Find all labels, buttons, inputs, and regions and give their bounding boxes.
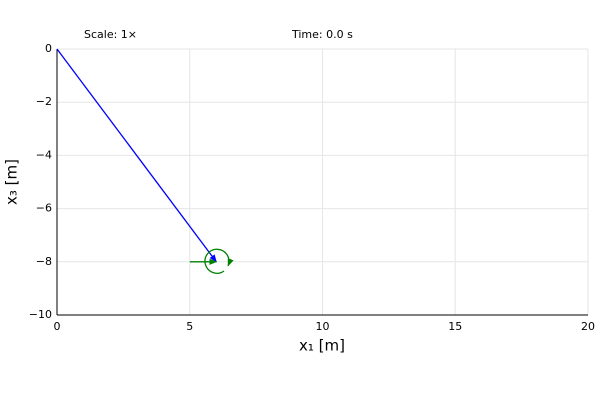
x-tick-label: 10 (316, 320, 330, 333)
y-tick-label: −4 (36, 148, 52, 161)
y-tick-label: −2 (36, 95, 52, 108)
y-tick-label: −10 (29, 308, 52, 321)
annotation: Scale: 1× (84, 28, 137, 41)
x-tick-label: 15 (448, 320, 462, 333)
y-tick-label: −8 (36, 255, 52, 268)
x-tick-label: 0 (54, 320, 61, 333)
x-tick-label: 5 (186, 320, 193, 333)
moment-arrow (204, 248, 234, 274)
annotation: Time: 0.0 s (291, 28, 353, 41)
vector (56, 48, 217, 263)
x-tick-label: 20 (581, 320, 595, 333)
y-axis-label: x₃ [m] (3, 159, 21, 205)
x-axis-label: x₁ [m] (299, 337, 345, 355)
y-tick-label: 0 (45, 42, 52, 55)
y-tick-label: −6 (36, 202, 52, 215)
